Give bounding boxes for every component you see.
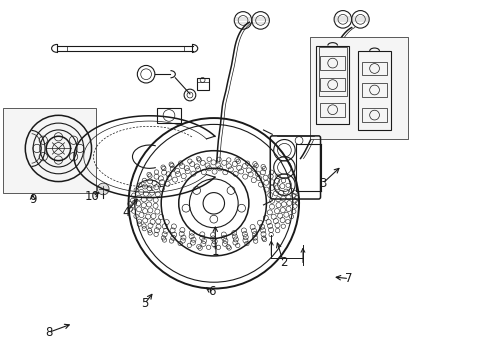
- Text: 10: 10: [85, 190, 100, 203]
- Bar: [319, 78, 345, 91]
- Text: 1: 1: [211, 245, 219, 258]
- Circle shape: [97, 183, 109, 195]
- Text: 3: 3: [318, 177, 325, 190]
- Bar: [157, 108, 181, 123]
- Bar: [196, 78, 208, 90]
- Text: 9: 9: [29, 193, 36, 206]
- Bar: [361, 83, 386, 97]
- Bar: [319, 103, 345, 117]
- Bar: [309, 37, 407, 139]
- Bar: [3, 108, 96, 193]
- Text: 7: 7: [345, 272, 352, 285]
- Bar: [315, 45, 348, 125]
- Text: 5: 5: [141, 297, 148, 310]
- Text: 2: 2: [279, 256, 286, 269]
- Text: 4: 4: [122, 206, 130, 219]
- Bar: [361, 62, 386, 75]
- Bar: [318, 47, 346, 96]
- Bar: [319, 56, 345, 70]
- Bar: [361, 108, 386, 122]
- Text: 8: 8: [45, 326, 52, 339]
- Bar: [357, 51, 390, 130]
- Text: 6: 6: [207, 285, 215, 298]
